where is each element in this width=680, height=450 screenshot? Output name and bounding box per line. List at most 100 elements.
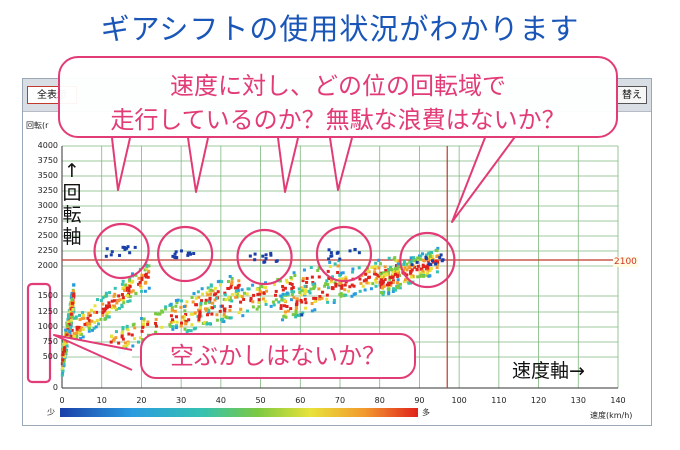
switch-button[interactable]: 替え bbox=[617, 86, 647, 104]
data-point bbox=[352, 284, 356, 288]
data-point bbox=[160, 325, 164, 329]
data-point bbox=[269, 251, 273, 255]
data-point bbox=[242, 297, 246, 301]
data-point bbox=[175, 320, 179, 324]
data-point bbox=[206, 313, 210, 317]
data-point bbox=[434, 262, 438, 266]
data-point bbox=[277, 300, 281, 304]
data-point bbox=[366, 269, 370, 273]
callout-top: 速度に対し、どの位の回転域で 走行しているのか？無駄な浪費はないか？ bbox=[58, 56, 618, 138]
data-point bbox=[62, 362, 66, 366]
data-point bbox=[301, 279, 305, 283]
y-tick-label: 3250 bbox=[37, 186, 58, 195]
data-point bbox=[316, 268, 320, 272]
data-point bbox=[105, 294, 109, 298]
data-point bbox=[198, 305, 202, 309]
data-point bbox=[426, 271, 430, 275]
y-axis-char-1: 回 bbox=[62, 182, 82, 204]
data-point bbox=[137, 340, 141, 344]
data-point bbox=[72, 332, 76, 336]
data-point bbox=[92, 320, 96, 324]
data-point bbox=[229, 285, 233, 289]
x-tick-label: 30 bbox=[176, 396, 187, 405]
data-point bbox=[130, 272, 134, 276]
data-point bbox=[310, 301, 314, 305]
data-point bbox=[305, 280, 309, 284]
data-point bbox=[130, 333, 134, 337]
data-point bbox=[301, 277, 305, 281]
data-point bbox=[394, 267, 398, 271]
data-point bbox=[125, 324, 129, 328]
data-point bbox=[113, 286, 117, 290]
data-point bbox=[303, 284, 307, 288]
data-point bbox=[421, 263, 425, 267]
data-point bbox=[112, 294, 116, 298]
data-point bbox=[395, 267, 399, 271]
data-point bbox=[396, 262, 400, 266]
data-point bbox=[223, 291, 227, 295]
data-point bbox=[416, 275, 420, 279]
data-point bbox=[436, 246, 440, 250]
data-point bbox=[128, 278, 132, 282]
data-point bbox=[426, 258, 430, 262]
highlight-circle bbox=[93, 222, 150, 280]
highlight-circle bbox=[157, 225, 214, 283]
data-point bbox=[137, 282, 141, 286]
x-tick-label: 110 bbox=[491, 396, 507, 405]
data-point bbox=[328, 260, 332, 264]
data-point bbox=[398, 286, 402, 290]
data-point bbox=[127, 332, 131, 336]
data-point bbox=[65, 324, 69, 328]
data-point bbox=[269, 304, 273, 308]
y-tick-label: 3750 bbox=[37, 156, 58, 165]
highlight-circle bbox=[315, 225, 373, 283]
data-point bbox=[86, 323, 90, 327]
y-tick-label: 1000 bbox=[37, 322, 58, 331]
data-point bbox=[381, 293, 385, 297]
data-point bbox=[187, 318, 191, 322]
data-point bbox=[242, 291, 246, 295]
data-point bbox=[339, 271, 343, 275]
data-point bbox=[143, 281, 147, 285]
data-point bbox=[180, 315, 184, 319]
data-point bbox=[182, 305, 186, 309]
data-point bbox=[371, 282, 375, 286]
data-point bbox=[302, 268, 306, 272]
data-point bbox=[369, 287, 373, 291]
data-point bbox=[197, 295, 201, 299]
data-point bbox=[105, 314, 109, 318]
data-point bbox=[274, 289, 278, 293]
y-tick-label: 750 bbox=[42, 337, 58, 346]
data-point bbox=[103, 317, 107, 321]
data-point bbox=[391, 270, 395, 274]
data-point bbox=[390, 268, 394, 272]
data-point bbox=[351, 270, 355, 274]
y-tick-label: 2500 bbox=[37, 231, 58, 240]
data-point bbox=[143, 289, 147, 293]
data-point bbox=[439, 253, 443, 257]
data-point bbox=[396, 286, 400, 290]
data-point bbox=[86, 316, 90, 320]
data-point bbox=[422, 274, 426, 278]
data-point bbox=[133, 337, 137, 341]
data-point bbox=[325, 279, 329, 283]
y-tick-label: 3000 bbox=[37, 201, 58, 210]
data-point bbox=[69, 322, 73, 326]
data-point bbox=[402, 264, 406, 268]
data-point bbox=[389, 281, 393, 285]
data-point bbox=[206, 293, 210, 297]
data-point bbox=[285, 280, 289, 284]
data-point bbox=[332, 300, 336, 304]
data-point bbox=[126, 245, 130, 249]
data-point bbox=[69, 318, 73, 322]
data-point bbox=[88, 319, 92, 323]
data-point bbox=[120, 334, 124, 338]
data-point bbox=[109, 253, 113, 257]
data-point bbox=[176, 298, 180, 302]
data-point bbox=[291, 313, 295, 317]
data-point bbox=[209, 284, 213, 288]
data-point bbox=[373, 278, 377, 282]
data-point bbox=[64, 328, 68, 332]
data-point bbox=[173, 255, 177, 259]
y-tick-label: 2750 bbox=[37, 216, 58, 225]
